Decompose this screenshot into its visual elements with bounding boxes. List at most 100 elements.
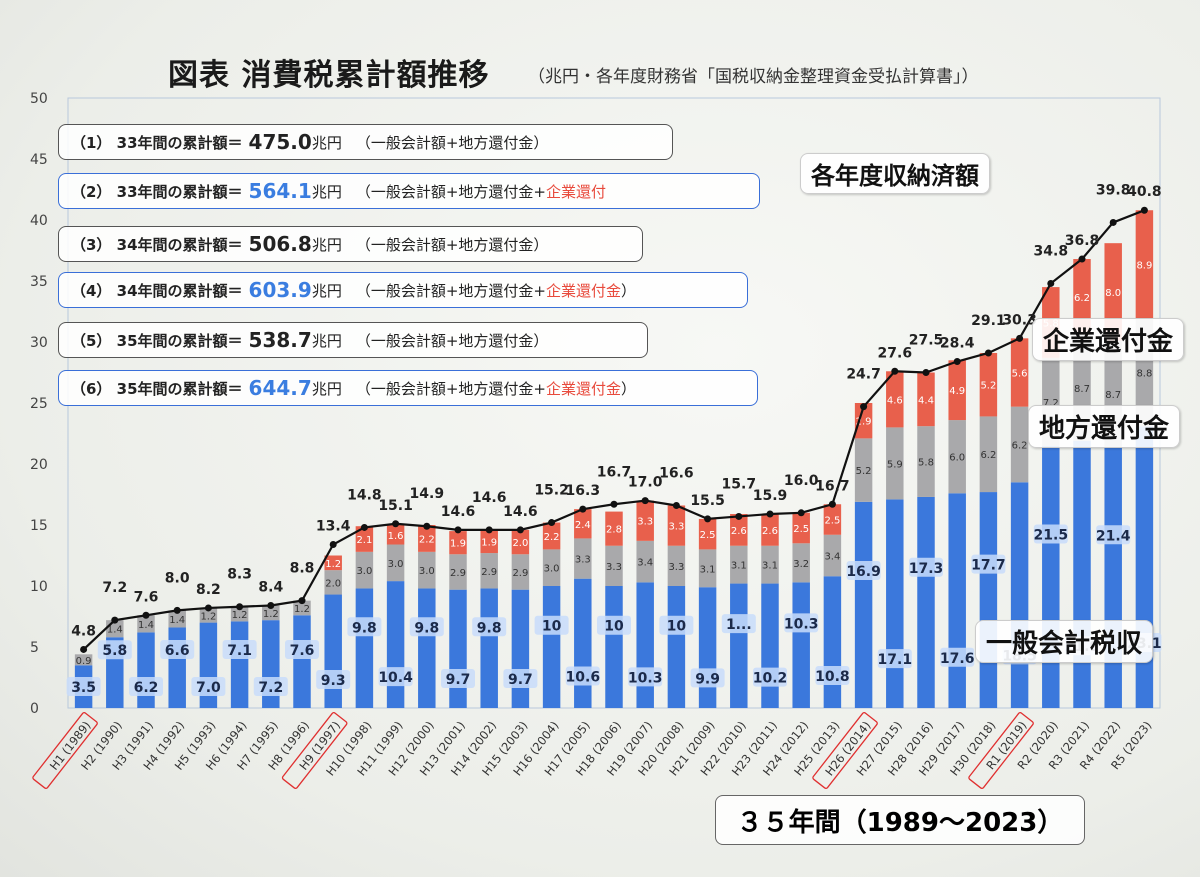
label-bg-general: [565, 666, 600, 686]
summary-prefix: （2） 33年間の累計額＝: [71, 182, 243, 201]
bar-general: [324, 594, 342, 708]
summary-box-2: （2） 33年間の累計額＝ 564.1 兆円 （一般会計額+地方還付金+ 企業還…: [58, 173, 760, 209]
summary-note-red: 企業還付金: [545, 281, 621, 300]
summary-box-5: （5） 35年間の累計額＝ 538.7 兆円 （一般会計額+地方還付金）: [58, 322, 648, 358]
bar-label-general: 7.6: [290, 643, 315, 659]
total-label: 40.8: [1127, 184, 1162, 200]
summary-value: 475.0: [248, 130, 312, 154]
total-label: 14.6: [472, 490, 507, 506]
bar-label-general: 10.3: [628, 670, 663, 686]
label-bg-general: [753, 667, 787, 687]
bar-label-local: 3.0: [388, 559, 404, 570]
bar-local: [542, 549, 561, 586]
total-point: [672, 501, 680, 509]
bar-refund: [792, 512, 810, 544]
bar-label-local: 1.4: [138, 620, 154, 631]
bar-label-local: 5.8: [918, 458, 934, 469]
bar-refund: [886, 371, 904, 428]
bar-refund: [854, 403, 873, 439]
total-label: 16.6: [659, 465, 694, 481]
highlight-box: [812, 712, 878, 790]
summary-note: （一般会計額+地方還付金+: [355, 182, 546, 201]
bar-label-local: 3.1: [762, 561, 778, 572]
total-point: [236, 603, 244, 611]
bar-label-refund: 2.6: [762, 526, 778, 537]
bar-local: [480, 553, 498, 589]
total-point: [766, 510, 774, 518]
summary-value: 644.7: [248, 376, 312, 400]
total-label: 15.2: [534, 483, 569, 499]
bar-label-general: 10.8: [815, 669, 850, 685]
label-bg-general: [285, 640, 319, 659]
total-point: [1109, 218, 1117, 226]
bar-label-local: 3.0: [419, 566, 435, 577]
callout-refund: 企業還付金: [1032, 318, 1185, 361]
bar-label-local: 3.3: [606, 562, 622, 573]
total-label: 7.2: [102, 580, 127, 596]
bar-local: [574, 538, 592, 579]
label-bg-general: [846, 560, 881, 580]
bar-label-local: 3.4: [824, 552, 840, 563]
bar-local: [199, 607, 218, 623]
label-bg-general: [441, 668, 475, 688]
bar-general: [355, 588, 374, 708]
summary-unit: 兆円: [311, 281, 342, 300]
total-label: 14.9: [410, 486, 445, 502]
bar-local: [324, 570, 342, 595]
bar-label-general: 5.8: [102, 643, 127, 659]
bar-refund: [449, 531, 467, 555]
total-label: 14.8: [347, 487, 382, 503]
total-point: [485, 526, 493, 534]
bar-label-general: 17.7: [971, 558, 1006, 574]
label-bg-general: [503, 668, 538, 688]
label-bg-general: [222, 640, 257, 659]
total-point: [80, 645, 88, 653]
summary-note: （一般会計額+地方還付金+: [355, 379, 546, 398]
bar-local: [698, 549, 717, 588]
total-point: [267, 602, 275, 610]
bar-label-general: 6.6: [165, 643, 190, 659]
label-bg-general: [347, 617, 382, 637]
bar-general: [230, 621, 249, 708]
period-label: ３５年間（1989～2023）: [715, 795, 1085, 845]
label-bg-general: [815, 666, 850, 686]
y-tick-label: 25: [30, 396, 48, 412]
summary-unit: 兆円: [311, 133, 342, 152]
bar-label-refund: 1.2: [325, 559, 341, 570]
summary-box-1: （1） 33年間の累計額＝ 475.0 兆円 （一般会計額+地方還付金）: [58, 124, 673, 160]
bar-general: [667, 586, 686, 708]
bar-label-refund: 1.6: [388, 531, 404, 542]
summary-value: 506.8: [248, 232, 312, 256]
bar-local: [74, 654, 93, 666]
label-bg-general: [1033, 524, 1068, 544]
summary-value: 603.9: [248, 278, 312, 302]
total-label: 34.8: [1034, 243, 1069, 259]
total-label: 17.0: [628, 475, 663, 491]
total-label: 8.0: [165, 570, 190, 586]
y-tick-label: 0: [30, 701, 39, 717]
bar-label-general: 17.3: [909, 561, 944, 577]
summary-prefix: （1） 33年間の累計額＝: [71, 133, 243, 152]
bar-label-local: 8.8: [1136, 369, 1152, 380]
bar-refund: [324, 555, 342, 571]
bar-general: [480, 588, 498, 708]
bar-refund: [636, 500, 654, 541]
bar-local: [948, 420, 966, 494]
bar-label-local: 3.0: [544, 564, 560, 575]
total-label: 14.6: [503, 504, 538, 520]
total-label: 16.3: [566, 483, 601, 499]
chart-subtitle: （兆円・各年度財務省「国税収納金整理資金受払計算書」）: [528, 67, 979, 87]
bar-label-refund: 5.2: [980, 381, 996, 392]
label-bg-general: [160, 640, 195, 659]
label-bg-general: [97, 640, 132, 660]
bar-general: [574, 578, 592, 708]
bar-label-refund: 2.5: [824, 516, 840, 527]
bar-label-general: 10.6: [566, 670, 601, 686]
total-point: [392, 520, 400, 528]
total-label: 14.6: [441, 504, 476, 520]
summary-unit: 兆円: [311, 379, 342, 398]
bar-label-general: 9.8: [414, 620, 439, 636]
bar-label-refund: 2.6: [731, 526, 747, 537]
total-point: [797, 509, 805, 517]
bar-general: [137, 632, 155, 708]
